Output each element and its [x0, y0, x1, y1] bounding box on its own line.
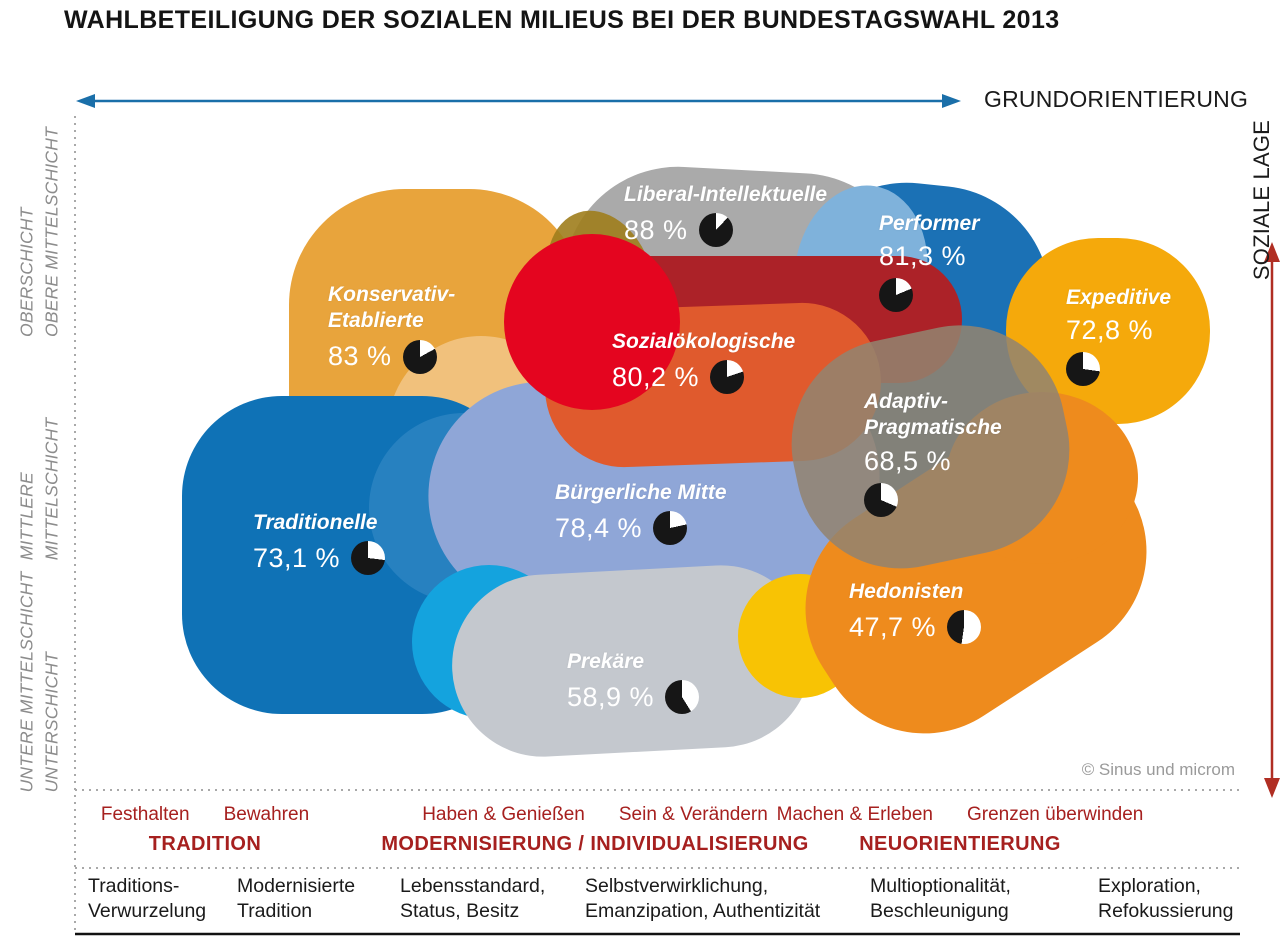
- orientation-group-2: Machen & Erleben Grenzen überwinden NEUORI…: [776, 804, 1144, 856]
- descriptor-cell-2: Lebensstandard, Status, Besitz: [400, 875, 546, 923]
- blob-prekaere: [452, 565, 812, 757]
- x-axis-arrow: [76, 94, 961, 108]
- milieu-turnout-value: 80,2 %: [612, 361, 700, 392]
- strata-label-1: MITTLERE MITTELSCHICHT: [16, 417, 62, 561]
- strata-label-0: OBERSCHICHT OBERE MITTELSCHICHT: [16, 127, 62, 337]
- milieu-name: Traditionelle: [253, 511, 378, 534]
- orientation-group-1: Haben & Genießen Sein & Verändern MODERNIS…: [380, 804, 810, 856]
- turnout-pie-icon: [665, 680, 700, 715]
- turnout-pie-icon: [710, 360, 745, 395]
- turnout-pie-icon: [698, 213, 733, 248]
- orientation-heading: NEUORIENTIERUNG: [859, 833, 1061, 855]
- turnout-pie-icon: [402, 339, 437, 374]
- turnout-pie-icon: [879, 278, 913, 313]
- orientation-group-0: Festhalten Bewahren TRADITION: [85, 804, 325, 856]
- descriptor-cell-4: Multioptionalität, Beschleunigung: [870, 875, 1011, 923]
- y-axis-label: SOZIALE LAGE: [1249, 119, 1274, 281]
- milieu-name: Expeditive: [1066, 286, 1172, 309]
- milieu-turnout-value: 72,8 %: [1066, 315, 1154, 346]
- milieu-prekaere: Prekäre 58,9 %: [567, 649, 700, 715]
- turnout-pie-icon: [1066, 352, 1100, 387]
- y-axis-arrow: [1264, 242, 1280, 798]
- overlap-accent-red-circle: [504, 234, 680, 410]
- orientation-heading: TRADITION: [148, 833, 262, 855]
- descriptor-cell-3: Selbstverwirklichung, Emanzipation, Authe…: [585, 875, 821, 923]
- milieu-turnout-value: 78,4 %: [555, 512, 643, 543]
- turnout-pie-icon: [653, 511, 688, 546]
- milieu-name: Performer: [879, 212, 980, 235]
- descriptor-cell-0: Traditions- Verwurzelung: [88, 875, 207, 923]
- milieu-name: Hedonisten: [849, 580, 964, 603]
- milieu-liberal-intellektuelle: Liberal-Intellektuelle 88 %: [624, 182, 828, 248]
- orientation-sublabels: Haben & Genießen Sein & Verändern: [422, 804, 768, 825]
- milieu-name: Prekäre: [567, 650, 645, 673]
- strata-label-2: UNTERE MITTELSCHICHT UNTERSCHICHT: [16, 571, 62, 793]
- milieu-konservativ-etablierte: Konservativ- Etablierte 83 %: [328, 282, 455, 374]
- milieu-name: Adaptiv- Pragmatische: [864, 390, 1002, 440]
- descriptor-cell-1: Modernisierte Tradition: [237, 875, 356, 923]
- orientation-sublabels: Machen & Erleben Grenzen überwinden: [776, 804, 1144, 825]
- milieu-adaptiv-pragmatische: Adaptiv- Pragmatische 68,5 %: [864, 389, 1002, 517]
- milieu-sozialoekologische: Sozialökologische 80,2 %: [612, 329, 796, 395]
- milieu-expeditive: Expeditive 72,8 %: [1066, 285, 1172, 387]
- milieu-turnout-value: 88 %: [624, 214, 688, 245]
- milieu-hedonisten: Hedonisten 47,7 %: [849, 579, 982, 645]
- copyright-note: © Sinus und microm: [1081, 760, 1235, 779]
- blob-adaptiv-pragmatische: [791, 325, 1070, 569]
- orientation-sublabels: Festhalten Bewahren: [100, 804, 310, 825]
- turnout-pie-icon: [351, 541, 386, 576]
- descriptor-cell-5: Exploration, Refokussierung: [1098, 875, 1234, 923]
- milieu-performer: Performer 81,3 %: [879, 211, 980, 313]
- turnout-pie-icon: [947, 610, 982, 645]
- milieu-turnout-value: 83 %: [328, 341, 392, 371]
- milieu-buergerliche-mitte: Bürgerliche Mitte 78,4 %: [555, 480, 727, 546]
- milieu-turnout-value: 58,9 %: [567, 681, 655, 712]
- milieu-turnout-value: 73,1 %: [253, 542, 341, 573]
- milieu-traditionelle: Traditionelle 73,1 %: [253, 510, 386, 576]
- milieu-name: Sozialökologische: [612, 330, 796, 353]
- milieu-name: Liberal-Intellektuelle: [624, 183, 828, 206]
- orientation-heading: MODERNISIERUNG / INDIVIDUALISIERUNG: [381, 833, 809, 855]
- milieu-name: Konservativ- Etablierte: [328, 283, 456, 333]
- milieu-name: Bürgerliche Mitte: [555, 481, 727, 504]
- milieu-turnout-value: 47,7 %: [849, 611, 937, 642]
- turnout-pie-icon: [864, 482, 898, 517]
- milieu-turnout-value: 68,5 %: [864, 445, 952, 476]
- blob-expeditive: [1006, 238, 1210, 424]
- x-axis-label: GRUNDORIENTIERUNG: [984, 86, 1249, 112]
- page-title: WAHLBETEILIGUNG DER SOZIALEN MILIEUS BEI…: [64, 6, 1060, 34]
- milieu-turnout-value: 81,3 %: [879, 241, 967, 272]
